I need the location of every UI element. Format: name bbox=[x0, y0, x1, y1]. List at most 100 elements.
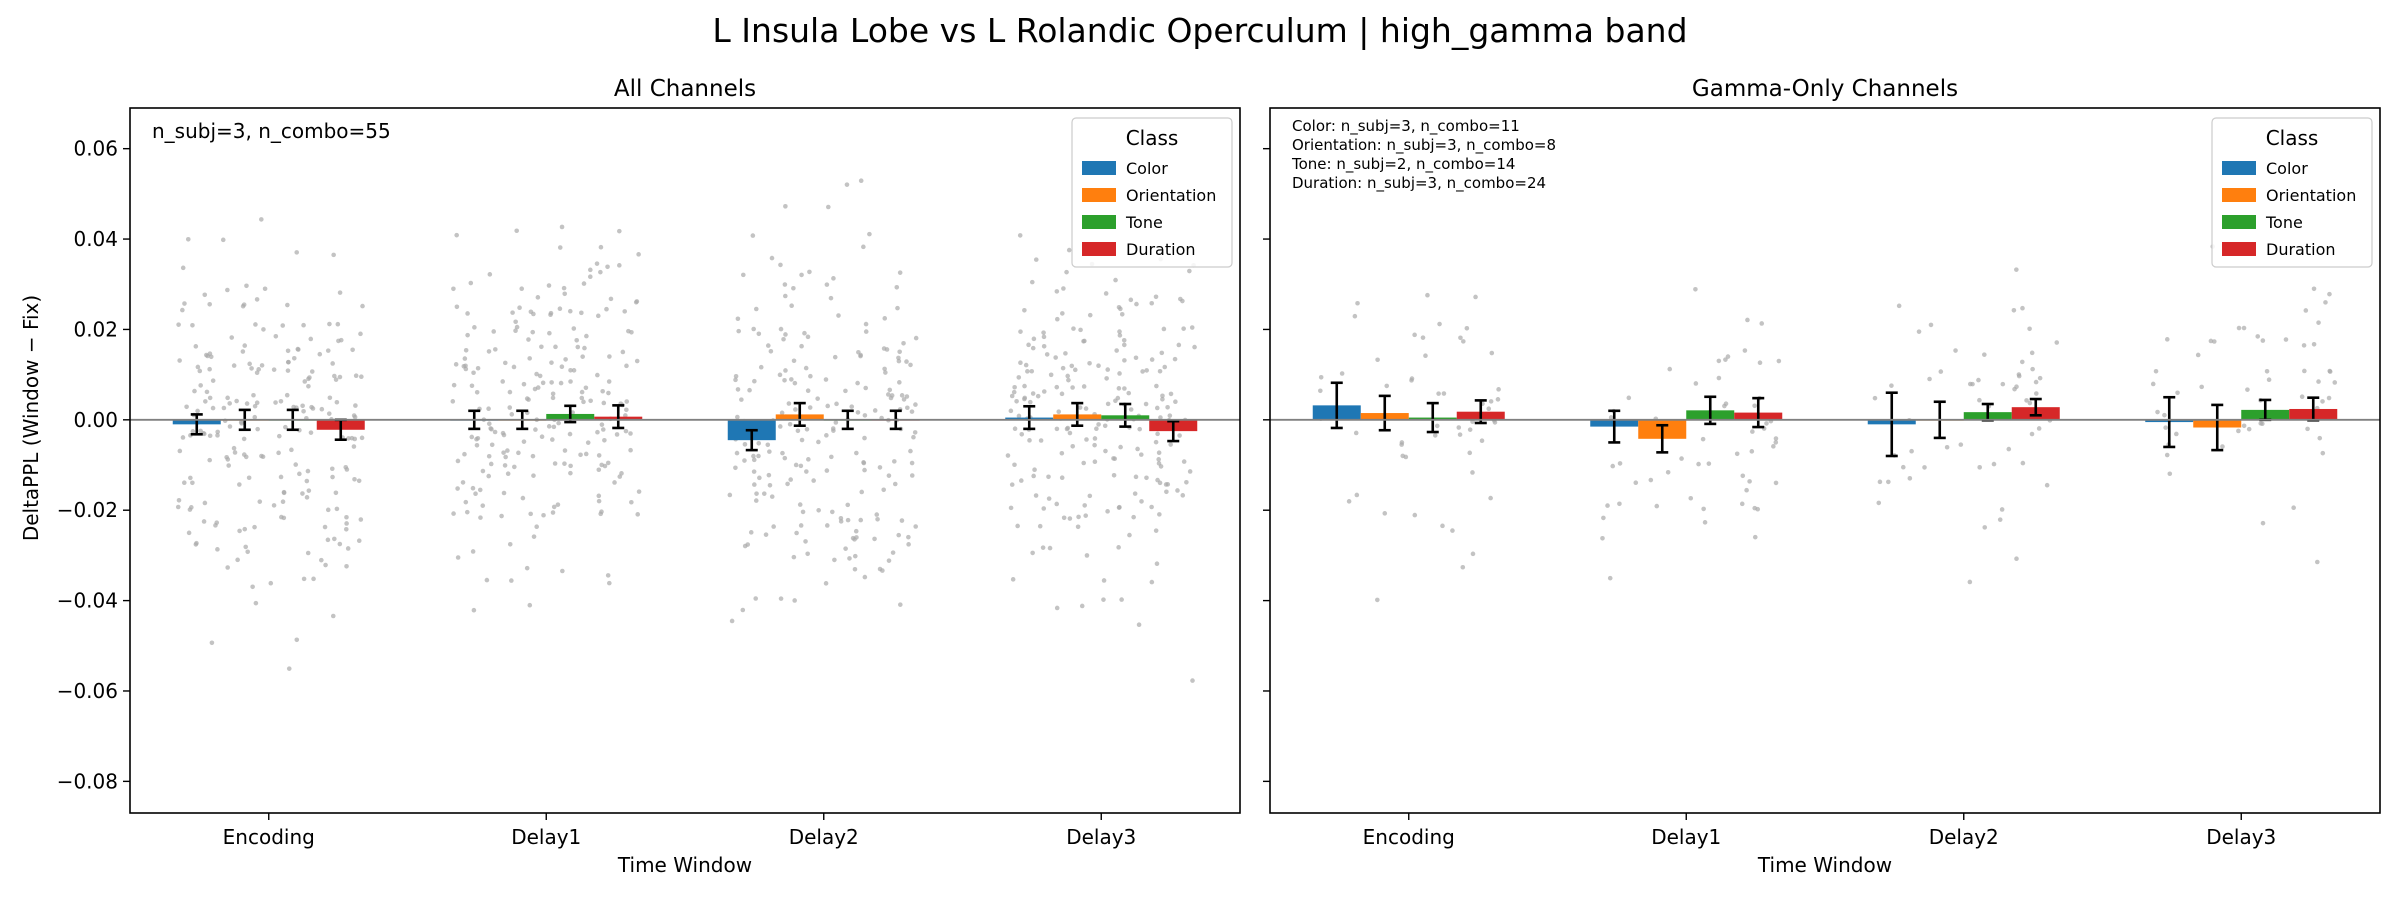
scatter-point bbox=[295, 346, 301, 352]
scatter-point bbox=[329, 466, 335, 472]
scatter-point bbox=[227, 424, 233, 429]
scatter-point bbox=[319, 557, 324, 563]
scatter-point bbox=[229, 335, 235, 340]
scatter-point bbox=[733, 465, 738, 471]
scatter-point bbox=[2260, 338, 2266, 343]
panel-1: All Channels −0.08 −0.06 −0.04 −0.02 0.00 0.02… bbox=[57, 76, 1241, 877]
scatter-point bbox=[237, 528, 242, 534]
scatter-point bbox=[207, 302, 212, 307]
scatter-point bbox=[803, 539, 808, 544]
x-tick-label: Delay3 bbox=[2206, 825, 2276, 849]
scatter-point bbox=[1600, 535, 1605, 541]
scatter-point bbox=[1054, 384, 1060, 390]
plot-frame bbox=[129, 107, 1241, 814]
scatter-point bbox=[765, 343, 771, 348]
scatter-point bbox=[729, 618, 735, 624]
scatter-point bbox=[1027, 438, 1032, 443]
scatter-point bbox=[202, 500, 208, 506]
scatter-point bbox=[599, 462, 604, 468]
scatter-point bbox=[187, 507, 193, 512]
scatter-point bbox=[1128, 297, 1134, 303]
scatter-point bbox=[559, 364, 565, 370]
scatter-point bbox=[612, 480, 617, 485]
scatter-point bbox=[788, 477, 793, 482]
scatter-point bbox=[2164, 452, 2170, 458]
scatter-point bbox=[892, 459, 897, 464]
scatter-point bbox=[753, 306, 759, 312]
scatter-point bbox=[472, 325, 477, 330]
scatter-point bbox=[273, 400, 278, 405]
scatter-point bbox=[474, 436, 479, 442]
scatter-point bbox=[1464, 326, 1470, 331]
scatter-point bbox=[1112, 456, 1118, 462]
scatter-point bbox=[1149, 300, 1155, 306]
scatter-point bbox=[568, 463, 573, 469]
scatter-point bbox=[832, 557, 837, 563]
scatter-point bbox=[1047, 545, 1053, 551]
scatter-point bbox=[1432, 433, 1438, 438]
scatter-point bbox=[2332, 380, 2338, 385]
scatter-point bbox=[897, 349, 902, 355]
scatter-point bbox=[180, 265, 186, 271]
scatter-point bbox=[195, 408, 200, 414]
x-tick-label: Delay3 bbox=[1066, 825, 1136, 849]
scatter-point bbox=[779, 410, 785, 416]
scatter-point bbox=[843, 546, 848, 551]
scatter-point bbox=[1139, 499, 1144, 504]
scatter-point bbox=[279, 514, 284, 520]
scatter-point bbox=[1154, 405, 1160, 411]
scatter-point bbox=[1168, 442, 1173, 447]
scatter-point bbox=[198, 383, 203, 388]
scatter-point bbox=[599, 422, 605, 427]
scatter-point bbox=[204, 389, 210, 395]
scatter-point bbox=[582, 345, 587, 351]
scatter-point bbox=[804, 426, 810, 432]
scatter-point bbox=[735, 316, 741, 322]
x-tick-label: Encoding bbox=[223, 825, 315, 849]
scatter-point bbox=[1977, 465, 1982, 470]
scatter-point bbox=[195, 364, 201, 370]
scatter-point bbox=[567, 431, 573, 437]
scatter-point bbox=[906, 542, 911, 547]
scatter-point bbox=[844, 182, 850, 187]
scatter-point bbox=[1470, 470, 1475, 475]
scatter-point bbox=[499, 513, 504, 519]
scatter-point bbox=[488, 461, 494, 467]
legend-label: Color bbox=[2266, 159, 2308, 178]
scatter-point bbox=[1041, 334, 1047, 340]
scatter-point bbox=[1346, 499, 1352, 504]
annotation-line: Duration: n_subj=3, n_combo=24 bbox=[1292, 174, 1546, 193]
scatter-point bbox=[901, 397, 907, 402]
scatter-point bbox=[1420, 335, 1426, 340]
scatter-point bbox=[608, 296, 614, 302]
scatter-point bbox=[509, 412, 515, 417]
scatter-point bbox=[854, 450, 859, 456]
scatter-point bbox=[782, 455, 788, 461]
legend-label: Orientation bbox=[1126, 186, 1216, 205]
scatter-point bbox=[1153, 528, 1159, 533]
scatter-point bbox=[736, 328, 741, 334]
scatter-point bbox=[783, 293, 788, 299]
scatter-point bbox=[1059, 391, 1065, 397]
scatter-point bbox=[454, 232, 459, 238]
scatter-point bbox=[1081, 338, 1086, 344]
scatter-point bbox=[1005, 453, 1011, 458]
scatter-point bbox=[455, 555, 461, 560]
scatter-point bbox=[1907, 476, 1913, 481]
scatter-point bbox=[1744, 487, 1749, 493]
scatter-point bbox=[1104, 376, 1109, 381]
scatter-point bbox=[1037, 523, 1043, 529]
scatter-point bbox=[571, 326, 577, 331]
scatter-point bbox=[1723, 357, 1728, 362]
scatter-point bbox=[1172, 356, 1178, 362]
scatter-point bbox=[1149, 504, 1154, 510]
scatter-point bbox=[1011, 389, 1017, 395]
scatter-point bbox=[1757, 360, 1763, 366]
scatter-point bbox=[1041, 389, 1047, 394]
scatter-point bbox=[351, 444, 357, 449]
scatter-point bbox=[634, 358, 640, 364]
scatter-point bbox=[1103, 291, 1109, 296]
scatter-point bbox=[300, 491, 305, 496]
scatter-point bbox=[501, 450, 506, 455]
scatter-point bbox=[1116, 386, 1122, 391]
